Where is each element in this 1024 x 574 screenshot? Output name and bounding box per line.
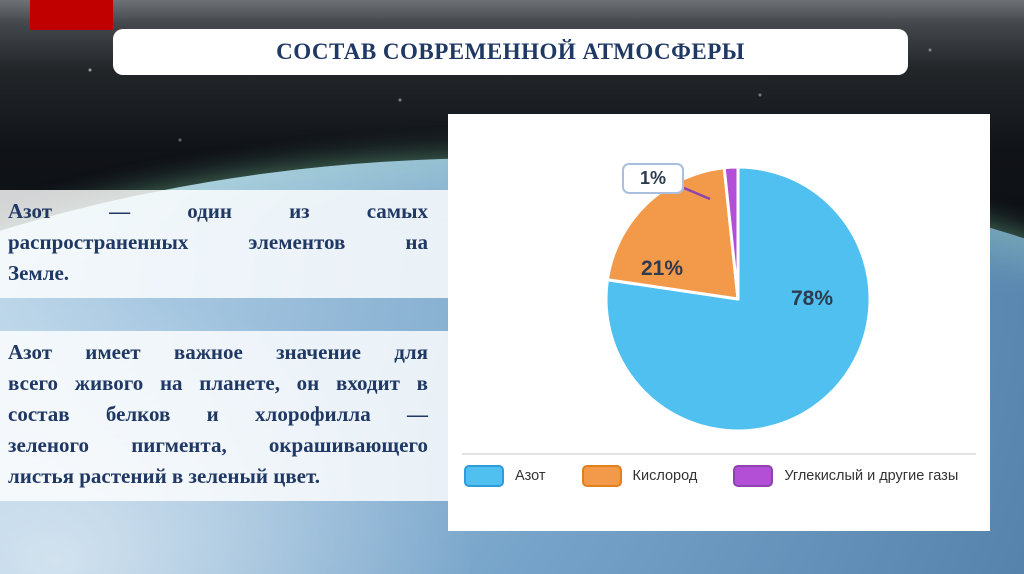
paragraph-line: Земле. [8,261,70,285]
pie-slice-0 [604,165,872,433]
title-banner: СОСТАВ СОВРЕМЕННОЙ АТМОСФЕРЫ [113,29,908,75]
legend-item-oxygen: Кислород [581,465,698,487]
paragraph-line: зеленого пигмента, окрашивающего [8,433,428,457]
pie-percent-label-nitrogen: 78% [790,287,834,310]
paragraph-line: Азот — один из самых [8,199,428,223]
pie-percent-label-oxygen: 21% [640,257,684,280]
pie-slice-1 [605,166,740,301]
paragraph-block-1: Азот — один из самых распространенных эл… [0,190,461,298]
legend-item-co2-gases: Углекислый и другие газы [733,465,958,487]
pie-slice-2 [722,165,740,301]
callout-pointer-line [683,186,711,201]
paragraph-line: всего живого на планете, он входит в [8,371,428,395]
legend: Азот Кислород Углекислый и другие газы [462,453,976,487]
paragraph-line: состав белков и хлорофилла — [8,402,428,426]
pie-chart-area: 78% 21% 1% [558,124,918,464]
paragraph-line: листья растений в зеленый цвет. [8,464,320,488]
one-percent-callout: 1% [622,163,684,194]
chart-card: 78% 21% 1% Азот Кислород Углекислый и др… [448,114,990,531]
page-title: СОСТАВ СОВРЕМЕННОЙ АТМОСФЕРЫ [276,39,745,64]
paragraph-line: Азот имеет важное значение для [8,340,428,364]
legend-swatch-oxygen [581,465,622,487]
legend-label-co2-gases: Углекислый и другие газы [784,468,959,484]
paragraph-block-2: Азот имеет важное значение для всего жив… [0,331,461,501]
legend-item-nitrogen: Азот [464,465,546,487]
legend-label-oxygen: Кислород [632,468,698,484]
pie-chart-svg [604,165,872,433]
legend-swatch-nitrogen [464,465,504,487]
red-accent-tab [30,0,113,30]
legend-label-nitrogen: Азот [515,468,546,484]
paragraph-line: распространенных элементов на [8,230,428,254]
legend-swatch-co2-gases [733,465,774,487]
